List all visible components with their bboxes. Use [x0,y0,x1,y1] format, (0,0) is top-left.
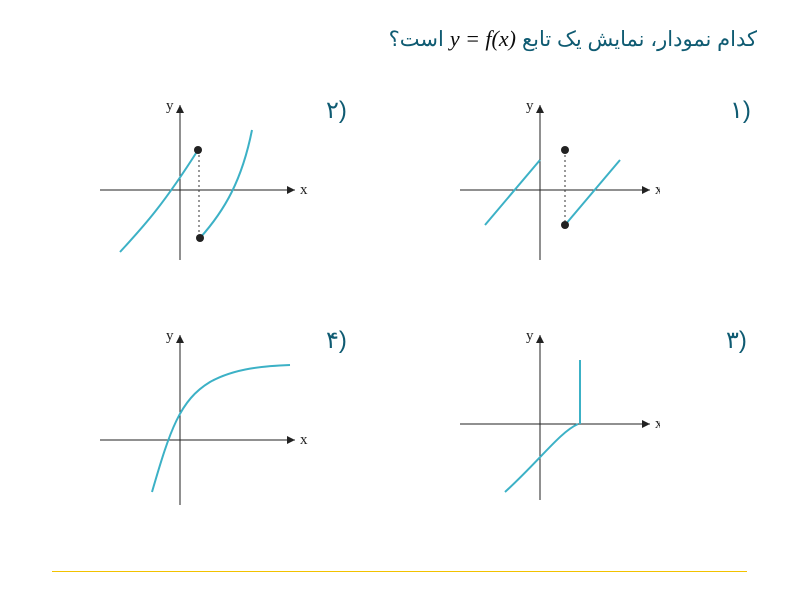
x-axis-label: x [300,432,308,448]
divider [52,571,747,572]
chart-2: x y [80,90,310,270]
x-axis-label: x [300,182,308,198]
question-post: است؟ [389,27,444,52]
option-label-3: (۳ [726,326,747,355]
x-axis-label: x [655,416,660,432]
chart-1: x y [430,90,660,270]
panel-option-2: x y [80,90,310,270]
option-label-2: (۲ [326,96,347,125]
question-text: کدام نمودار، نمایش یک تابع y = f(x) است؟ [389,26,757,52]
chart-4: x y [80,320,310,510]
page: کدام نمودار، نمایش یک تابع y = f(x) است؟… [0,0,799,598]
question-formula: y = f(x) [450,26,516,52]
option-label-4: (۴ [326,326,347,355]
option-label-1: (۱ [730,96,751,125]
x-axis-label: x [655,182,660,198]
y-axis-label: y [166,98,174,114]
y-axis-label: y [526,98,534,114]
chart-3: x y [430,320,660,510]
y-axis-label: y [166,328,174,344]
question-pre: کدام نمودار، نمایش یک تابع [522,27,757,52]
panel-option-1: x y [430,90,660,270]
panel-option-4: x y [80,320,310,510]
panel-option-3: x y [430,320,660,510]
y-axis-label: y [526,328,534,344]
